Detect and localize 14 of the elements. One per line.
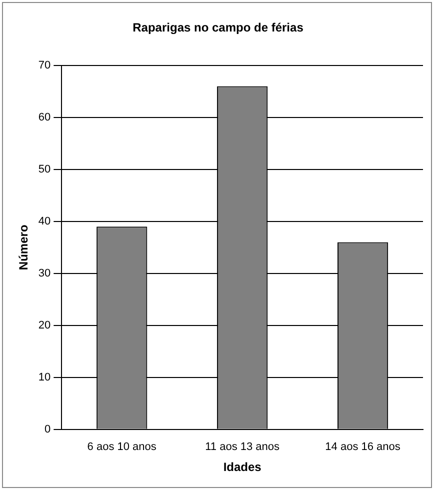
y-axis-title: Número [16, 224, 31, 270]
y-tick-label: 0 [44, 423, 51, 436]
x-axis-title: Idades [223, 460, 262, 474]
y-tick-label: 50 [38, 163, 51, 176]
y-tick-label: 10 [38, 371, 51, 384]
y-tick-label: 30 [38, 267, 51, 280]
x-tick-label: 6 aos 10 anos [87, 441, 157, 454]
x-tick-label: 14 aos 16 anos [325, 441, 401, 454]
y-tick-label: 40 [38, 215, 51, 228]
x-tick-label: 11 aos 13 anos [205, 441, 280, 454]
y-tick-label: 60 [38, 111, 51, 124]
y-tick-label: 70 [38, 59, 51, 72]
y-tick-label: 20 [38, 319, 51, 332]
chart-title: Raparigas no campo de férias [132, 20, 304, 35]
